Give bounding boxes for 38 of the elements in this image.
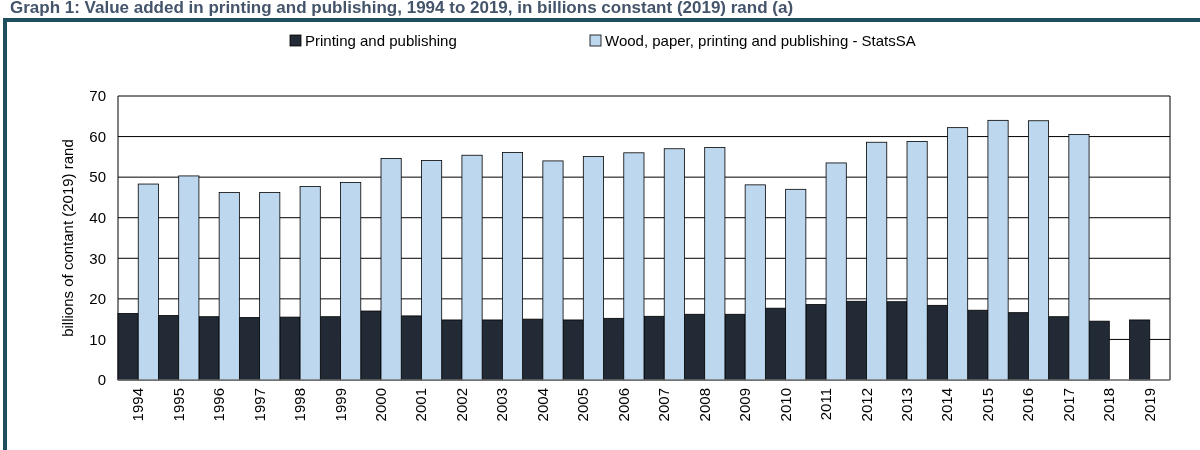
- x-tick-label: 2010: [776, 388, 794, 422]
- x-tick-label: 2019: [1140, 388, 1158, 422]
- y-tick-label: 0: [97, 371, 106, 389]
- x-tick-label: 1999: [331, 388, 349, 422]
- x-tick-label: 2002: [452, 388, 470, 422]
- x-tick-label: 2003: [493, 388, 511, 422]
- y-tick-label: 70: [89, 87, 106, 105]
- x-tick-label: 2012: [857, 388, 875, 422]
- x-tick-label: 1995: [169, 388, 187, 422]
- x-tick-label: 2009: [736, 388, 754, 422]
- x-tick-label: 2006: [614, 388, 632, 422]
- y-tick-label: 60: [89, 127, 106, 145]
- y-tick-label: 10: [89, 330, 106, 348]
- x-tick-label: 1996: [210, 388, 228, 422]
- legend-label: Wood, paper, printing and publishing - StatsSA: [605, 32, 916, 49]
- x-tick-label: 2014: [938, 388, 956, 422]
- x-tick-label: 2013: [898, 388, 915, 422]
- x-tick-label: 2011: [817, 388, 835, 421]
- x-tick-label: 2005: [574, 388, 592, 422]
- x-tick-label: 2007: [655, 388, 673, 422]
- x-tick-label: 1998: [291, 388, 309, 422]
- x-tick-label: 2008: [695, 388, 713, 422]
- x-tick-label: 2004: [533, 388, 551, 422]
- y-tick-label: 40: [89, 208, 106, 226]
- legend-label: Printing and publishing: [305, 32, 457, 49]
- y-tick-label: 50: [89, 168, 106, 186]
- x-tick-label: 2016: [1019, 388, 1037, 422]
- y-axis-title: billions of contant (2019) rand: [59, 139, 76, 337]
- x-tick-label: 2018: [1100, 388, 1118, 422]
- x-tick-label: 2015: [978, 388, 996, 422]
- chart-title: Graph 1: Value added in printing and publishing, 1994 to 2019, in billions constant (2019) rand (a): [10, 0, 794, 17]
- x-tick-label: 2017: [1059, 388, 1077, 422]
- x-tick-label: 1994: [129, 388, 147, 422]
- x-tick-label: 1997: [250, 388, 268, 422]
- x-tick-label: 2000: [372, 388, 389, 422]
- y-tick-label: 20: [89, 290, 106, 308]
- x-tick-label: 2001: [412, 388, 430, 422]
- y-tick-label: 30: [89, 249, 106, 267]
